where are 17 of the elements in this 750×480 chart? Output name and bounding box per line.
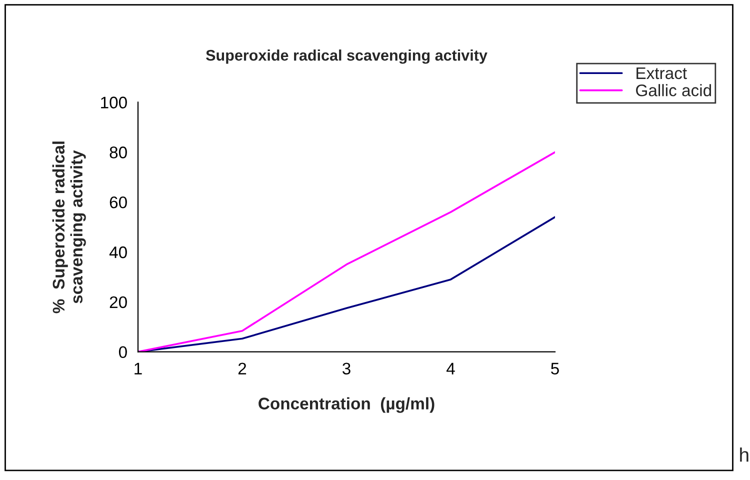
x-tick-label: 2 [238, 362, 246, 374]
text: h [740, 447, 748, 462]
y-axis-title: % Superoxide radical scavenging activity [52, 142, 86, 314]
y-tick-label: 60 [110, 196, 127, 208]
x-axis-title: Concentration (µg/ml) [258, 397, 434, 413]
x-tick-label: 3 [342, 362, 350, 374]
x-tick-label: 5 [551, 362, 559, 374]
y-tick-label: 100 [101, 96, 127, 108]
x-tick-label: 4 [446, 362, 455, 374]
legend-label: Gallic acid [636, 84, 712, 96]
y-tick-label: 80 [110, 146, 127, 158]
y-tick-label: 0 [118, 346, 127, 358]
y-tick-label: 40 [109, 246, 127, 258]
chart-title: Superoxide radical scavenging activity [206, 50, 488, 64]
x-tick-label: 1 [134, 362, 142, 374]
legend-label: Extract [636, 67, 687, 80]
y-tick-label: 20 [110, 296, 127, 308]
